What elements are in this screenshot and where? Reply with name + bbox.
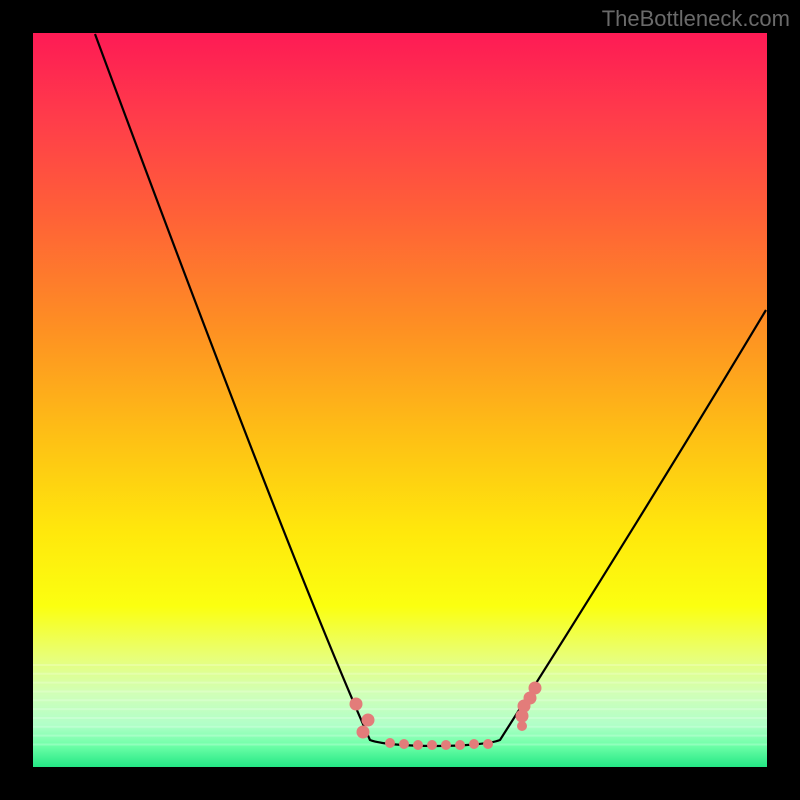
marker-dot [529,682,542,695]
marker-dot [483,739,493,749]
marker-dot [427,740,437,750]
marker-dot [441,740,451,750]
marker-dot [455,740,465,750]
marker-dot [413,740,423,750]
bottleneck-curve-chart [0,0,800,800]
marker-dot [399,739,409,749]
chart-container: TheBottleneck.com [0,0,800,800]
marker-dot [357,726,370,739]
marker-dot [362,714,375,727]
marker-dot [385,738,395,748]
watermark-text: TheBottleneck.com [602,6,790,32]
plot-background [32,32,768,768]
marker-dot [350,698,363,711]
marker-dot [469,739,479,749]
